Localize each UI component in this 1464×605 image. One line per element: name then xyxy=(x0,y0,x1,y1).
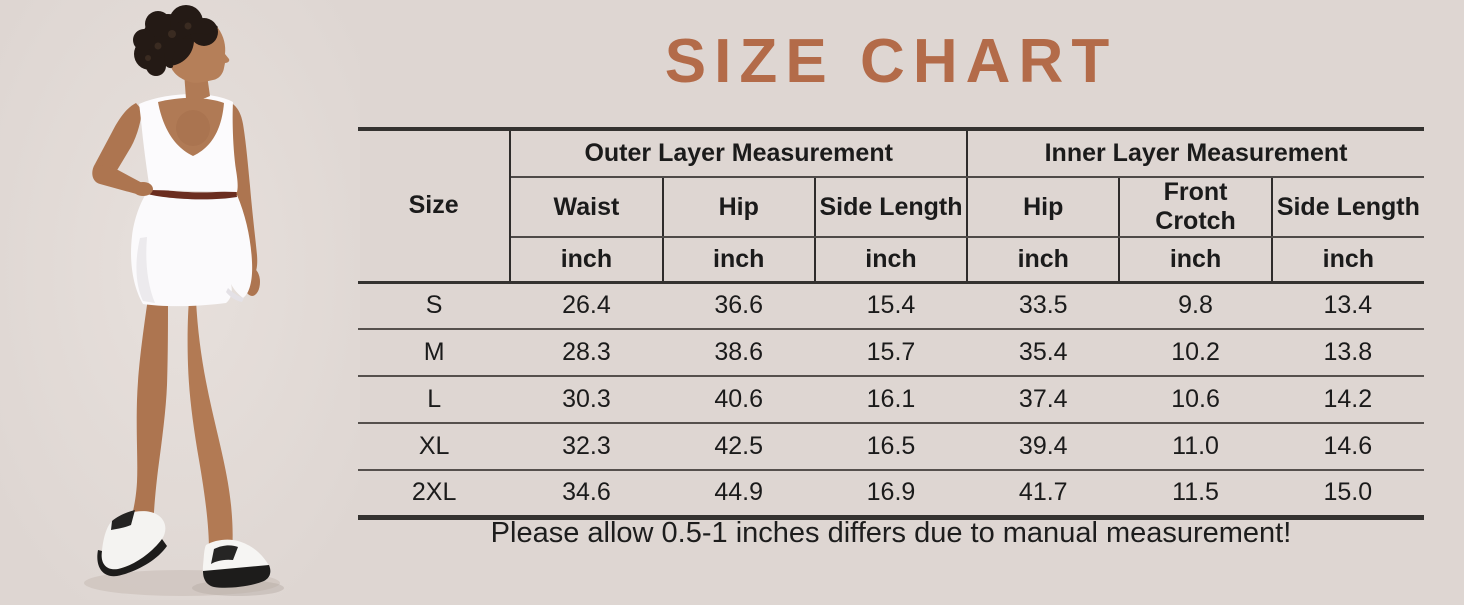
tank-back-scoop xyxy=(158,97,224,156)
value-cell: 37.4 xyxy=(967,376,1120,424)
column-header-row: Waist Hip Side Length Hip Front Crotch S… xyxy=(358,177,1424,238)
size-column-header: Size xyxy=(358,127,512,284)
model-front-leg xyxy=(187,300,233,551)
column-header-side-length-outer: Side Length xyxy=(813,177,968,238)
size-label: XL xyxy=(358,423,511,471)
value-cell: 36.6 xyxy=(662,282,815,330)
value-cell: 42.5 xyxy=(662,423,815,471)
group-header-row: Size Outer Layer Measurement Inner Layer… xyxy=(358,127,1424,284)
value-cell: 38.6 xyxy=(662,329,815,377)
value-cell: 34.6 xyxy=(510,470,663,520)
value-cell: 16.9 xyxy=(814,470,968,520)
value-cell: 28.3 xyxy=(510,329,663,377)
unit-cell: inch xyxy=(813,237,968,284)
table-row-xl: XL 32.3 42.5 16.5 39.4 11.0 14.6 xyxy=(358,423,1424,471)
unit-cell: inch xyxy=(966,237,1120,284)
model-illustration xyxy=(0,0,360,600)
waistband xyxy=(147,187,237,200)
model-back-leg xyxy=(130,298,168,528)
value-cell: 40.6 xyxy=(662,376,815,424)
value-cell: 26.4 xyxy=(510,282,663,330)
model-skirt xyxy=(131,192,253,307)
value-cell: 11.0 xyxy=(1119,423,1272,471)
unit-row: inch inch inch inch inch inch xyxy=(358,237,1424,284)
unit-cell: inch xyxy=(1270,237,1424,284)
size-label: 2XL xyxy=(358,470,511,520)
value-cell: 14.2 xyxy=(1271,376,1424,424)
value-cell: 39.4 xyxy=(967,423,1120,471)
table-row-s: S 26.4 36.6 15.4 33.5 9.8 13.4 xyxy=(358,282,1424,330)
table-row-2xl: 2XL 34.6 44.9 16.9 41.7 11.5 15.0 xyxy=(358,470,1424,520)
model-photo xyxy=(0,0,360,600)
front-sneaker xyxy=(202,539,271,588)
outer-layer-group-header: Outer Layer Measurement xyxy=(509,127,968,178)
column-header-hip-inner: Hip xyxy=(966,177,1120,238)
value-cell: 14.6 xyxy=(1271,423,1424,471)
size-label: L xyxy=(358,376,511,424)
value-cell: 15.0 xyxy=(1271,470,1424,520)
model-hair xyxy=(133,5,218,76)
back-shading xyxy=(176,110,210,146)
hair-curl-highlights xyxy=(145,22,192,61)
value-cell: 32.3 xyxy=(510,423,663,471)
value-cell: 11.5 xyxy=(1119,470,1272,520)
table-row-m: M 28.3 38.6 15.7 35.4 10.2 13.8 xyxy=(358,329,1424,377)
value-cell: 30.3 xyxy=(510,376,663,424)
value-cell: 10.2 xyxy=(1119,329,1272,377)
size-label: M xyxy=(358,329,511,377)
column-header-side-length-inner: Side Length xyxy=(1270,177,1424,238)
column-header-waist: Waist xyxy=(509,177,663,238)
value-cell: 13.4 xyxy=(1271,282,1424,330)
value-cell: 15.4 xyxy=(814,282,968,330)
value-cell: 44.9 xyxy=(662,470,815,520)
value-cell: 41.7 xyxy=(967,470,1120,520)
size-label: S xyxy=(358,282,511,330)
unit-cell: inch xyxy=(661,237,815,284)
unit-cell: inch xyxy=(509,237,663,284)
table-row-l: L 30.3 40.6 16.1 37.4 10.6 14.2 xyxy=(358,376,1424,424)
value-cell: 9.8 xyxy=(1119,282,1272,330)
skirt-shading xyxy=(136,237,155,303)
page-title: SIZE CHART xyxy=(664,27,1118,96)
value-cell: 10.6 xyxy=(1119,376,1272,424)
skirt-fold xyxy=(226,288,244,302)
value-cell: 16.1 xyxy=(814,376,968,424)
column-header-hip-outer: Hip xyxy=(661,177,815,238)
value-cell: 15.7 xyxy=(814,329,968,377)
model-right-arm-upper xyxy=(95,103,142,177)
value-cell: 33.5 xyxy=(967,282,1120,330)
inner-layer-group-header: Inner Layer Measurement xyxy=(966,127,1424,178)
size-chart-table: Size Outer Layer Measurement Inner Layer… xyxy=(358,127,1424,520)
measurement-disclaimer: Please allow 0.5-1 inches differs due to… xyxy=(490,517,1292,549)
model-right-hand xyxy=(133,182,153,196)
unit-cell: inch xyxy=(1118,237,1272,284)
back-sneaker xyxy=(97,510,167,577)
size-chart-content: SIZE CHART Size Outer Layer Measurement … xyxy=(358,0,1424,600)
value-cell: 13.8 xyxy=(1271,329,1424,377)
value-cell: 16.5 xyxy=(814,423,968,471)
value-cell: 35.4 xyxy=(967,329,1120,377)
column-header-front-crotch: Front Crotch xyxy=(1118,177,1272,238)
